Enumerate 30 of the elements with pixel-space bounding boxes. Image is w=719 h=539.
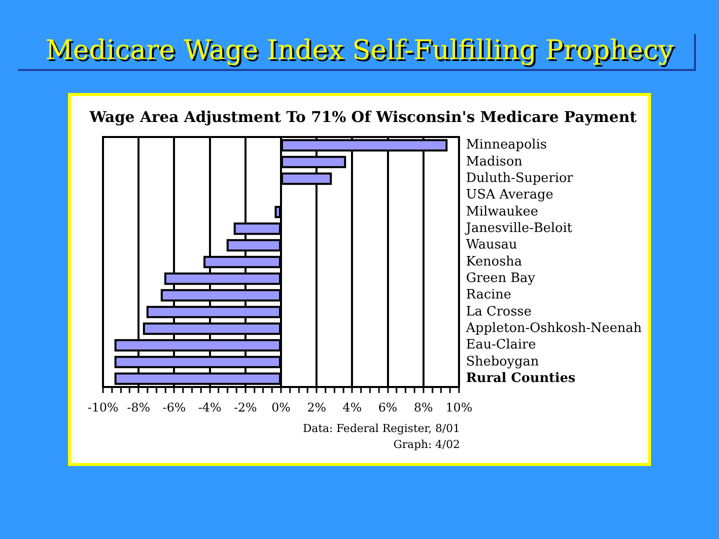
x-tick-label: 6%: [378, 400, 398, 414]
y-tick-label: Eau-Claire: [466, 338, 536, 353]
y-tick-label: Duluth-Superior: [466, 171, 574, 186]
y-tick-label: La Crosse: [466, 304, 532, 320]
text: Data: Federal Register, 8/01: [302, 421, 460, 436]
text: Graph: 4/02: [393, 437, 460, 452]
x-tick-label: 8%: [414, 400, 433, 414]
x-tick-label: 2%: [307, 400, 326, 414]
chart-subtitle: Wage Area Adjustment To 71% Of Wisconsin's Medicare Payment: [88, 108, 638, 126]
y-tick-label: Sheboygan: [466, 354, 540, 370]
y-tick-label: Janesville-Beloit: [464, 221, 573, 236]
y-tick-label: Minneapolis: [466, 138, 547, 153]
x-tick-label: -10%: [88, 400, 118, 414]
x-tick-label: 10%: [446, 400, 472, 414]
y-tick-label: Kenosha: [466, 254, 522, 270]
y-tick-label: USA Average: [466, 188, 554, 203]
y-tick-label: Racine: [466, 288, 512, 303]
x-tick-label: 4%: [342, 400, 362, 414]
y-tick-label: Rural Counties: [466, 371, 576, 386]
x-tick-label: -4%: [198, 400, 222, 414]
y-tick-label: Madison: [466, 154, 524, 170]
y-tick-label: Appleton-Oshkosh-Neenah: [465, 321, 642, 336]
x-tick-label: -2%: [234, 400, 257, 414]
y-tick-label: Milwaukee: [466, 204, 538, 220]
y-tick-label: Green Bay: [466, 271, 536, 286]
x-tick-label: 0%: [271, 400, 291, 414]
x-tick-label: -6%: [162, 400, 186, 414]
y-tick-label: Wausau: [466, 238, 518, 253]
x-tick-label: -8%: [127, 400, 150, 414]
chart-title: Medicare Wage Index Self-Fulfilling Prophecy: [44, 35, 675, 67]
